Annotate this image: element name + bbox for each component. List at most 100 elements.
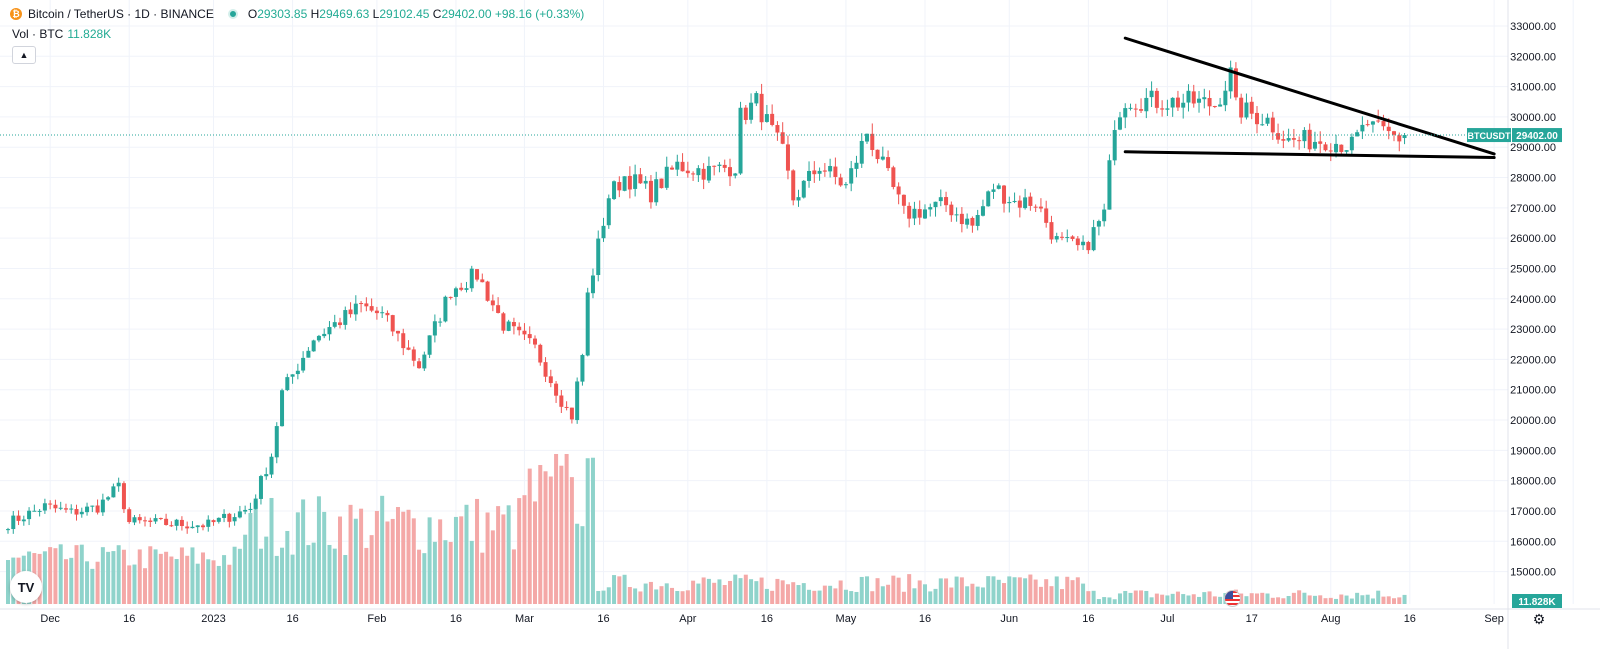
- ohlc-values: O29303.85 H29469.63 L29102.45 C29402.00 …: [247, 7, 585, 21]
- candle: [1033, 204, 1038, 212]
- candle: [722, 159, 727, 173]
- volume-bar: [759, 577, 764, 604]
- candle: [490, 294, 495, 312]
- candle: [1081, 235, 1086, 250]
- volume-legend-value: 11.828K: [67, 27, 112, 41]
- volume-bar: [322, 511, 327, 604]
- volume-bar: [796, 585, 801, 604]
- volume-bar: [169, 556, 174, 604]
- volume-bar: [227, 564, 232, 604]
- candle: [569, 407, 574, 424]
- candle: [174, 518, 179, 531]
- y-axis[interactable]: 33000.00 32000.00 31000.00 30000.00 29000.00…: [1507, 0, 1556, 649]
- volume-bar: [775, 578, 780, 604]
- candle: [374, 306, 379, 320]
- candle: [190, 521, 195, 529]
- candle: [1207, 90, 1212, 116]
- volume-bar: [1007, 576, 1012, 604]
- tradingview-logo-icon[interactable]: TV: [10, 571, 42, 603]
- volume-bar: [780, 580, 785, 604]
- volume-bar: [63, 559, 68, 604]
- candle: [822, 163, 827, 177]
- candle: [185, 521, 190, 534]
- x-tick-label: May: [836, 613, 857, 625]
- candle: [79, 507, 84, 518]
- candle: [654, 171, 659, 206]
- candle: [1002, 184, 1007, 213]
- candle: [1102, 203, 1107, 227]
- volume-bar: [274, 555, 279, 604]
- candle: [522, 323, 527, 340]
- volume-bar: [290, 554, 295, 604]
- us-flag-icon[interactable]: [1224, 590, 1241, 607]
- volume-bar: [1165, 595, 1170, 604]
- y-tick-label: 22000.00: [1510, 354, 1556, 366]
- candle: [975, 209, 980, 231]
- candle: [1017, 195, 1022, 218]
- volume-bar: [1312, 595, 1317, 604]
- candle: [169, 521, 174, 527]
- candle: [912, 201, 917, 226]
- volume-bar: [1028, 574, 1033, 604]
- volume-bar: [53, 548, 58, 604]
- volume-bar: [285, 530, 290, 604]
- candle: [627, 166, 632, 199]
- candle: [395, 330, 400, 342]
- y-tick-label: 27000.00: [1510, 203, 1556, 215]
- volume-bar: [359, 508, 364, 604]
- volume-bar: [970, 583, 975, 604]
- gear-icon[interactable]: ⚙: [1532, 611, 1546, 627]
- candle: [222, 509, 227, 523]
- volume-bar: [232, 546, 237, 604]
- candle: [1181, 93, 1186, 119]
- volume-bar: [922, 584, 927, 604]
- volume-bar: [944, 578, 949, 604]
- candle: [369, 298, 374, 313]
- volume-bar: [1381, 596, 1386, 604]
- x-tick-label: Aug: [1321, 613, 1341, 625]
- volume-bar: [1254, 593, 1259, 604]
- candle: [417, 358, 422, 369]
- volume-bar: [801, 583, 806, 604]
- candle: [1086, 240, 1091, 254]
- candle: [517, 322, 522, 336]
- volume-bar: [79, 544, 84, 604]
- symbol-title[interactable]: Bitcoin / TetherUS · 1D · BINANCE: [28, 7, 214, 21]
- candle: [158, 517, 163, 521]
- candle: [648, 175, 653, 209]
- candle: [1286, 128, 1291, 143]
- volume-bar: [1281, 598, 1286, 604]
- volume-bar: [42, 551, 47, 604]
- x-tick-label: Apr: [679, 613, 696, 625]
- volume-bar: [248, 512, 253, 604]
- volume-bar: [517, 498, 522, 604]
- volume-bar: [633, 588, 638, 604]
- candle: [90, 505, 95, 513]
- triangle-drawing[interactable]: [1123, 36, 1496, 160]
- candle: [959, 207, 964, 233]
- volume-bar: [949, 587, 954, 604]
- volume-bar: [374, 510, 379, 604]
- volume-bar: [1186, 595, 1191, 604]
- volume-bar: [722, 585, 727, 604]
- candle: [606, 194, 611, 229]
- candle: [1133, 103, 1138, 118]
- candle: [206, 515, 211, 532]
- volume-bar: [459, 516, 464, 604]
- candle: [243, 505, 248, 515]
- volume-bar: [527, 468, 532, 604]
- collapse-legend-button[interactable]: ▲: [12, 46, 36, 64]
- symbol-legend: ₿ Bitcoin / TetherUS · 1D · BINANCE O293…: [10, 7, 584, 21]
- volume-bar: [496, 506, 501, 604]
- candle: [322, 328, 327, 339]
- candle: [638, 167, 643, 184]
- candle: [48, 500, 53, 510]
- volume-bar: [965, 586, 970, 604]
- candle: [274, 422, 279, 464]
- volume-bar: [443, 540, 448, 604]
- trendline: [1123, 36, 1496, 156]
- candle: [854, 155, 859, 178]
- x-axis[interactable]: Dec 16 2023 16 Feb 16 Mar 16 Apr 16 May 16 Jun 16 Jul 1…: [0, 608, 1600, 625]
- candle: [754, 91, 759, 107]
